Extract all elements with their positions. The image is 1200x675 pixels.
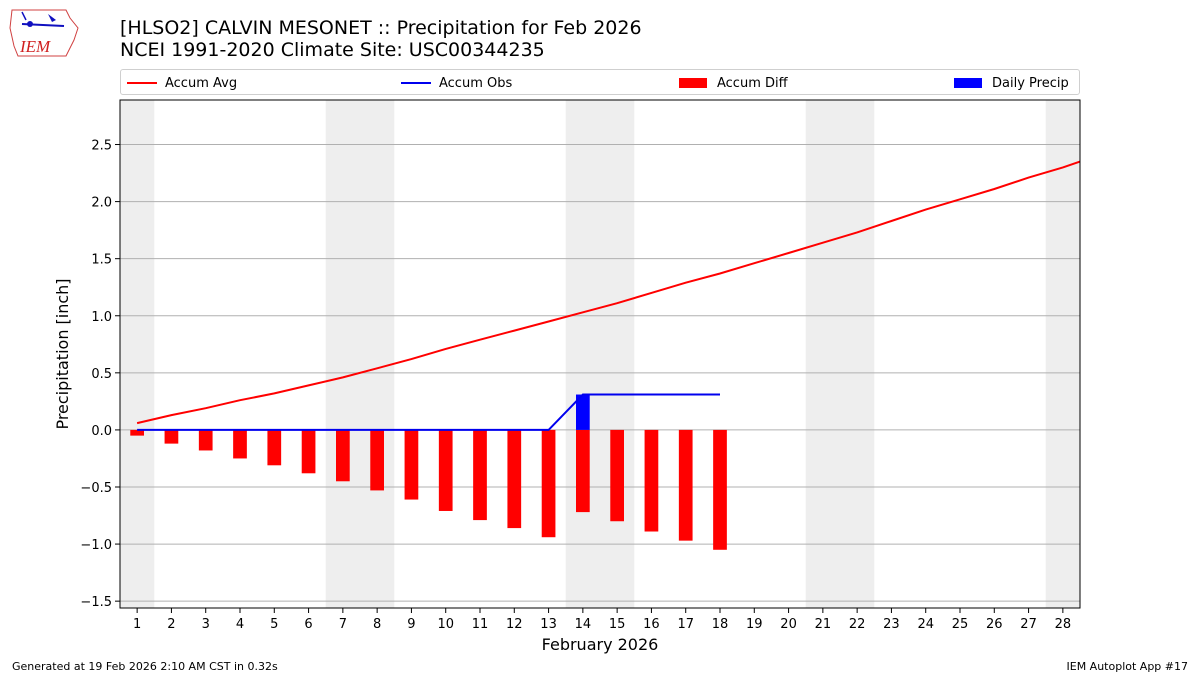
accum-diff-bar xyxy=(164,429,179,444)
weekend-shade xyxy=(120,100,155,608)
accum-diff-bar xyxy=(610,429,624,522)
legend-item-daily-precip: Daily Precip xyxy=(954,74,1069,92)
y-tick-label: 0.5 xyxy=(91,367,112,382)
accum-diff-bar xyxy=(713,429,727,550)
x-tick-label: 2 xyxy=(167,617,175,632)
accum-diff-bar xyxy=(301,429,316,474)
y-tick-label: −1.5 xyxy=(80,595,112,610)
daily-precip-bar xyxy=(576,394,590,430)
x-tick-label: 20 xyxy=(780,617,797,632)
legend-swatch-diff xyxy=(679,78,707,88)
x-tick-label: 11 xyxy=(472,617,489,632)
accum-diff-bar xyxy=(678,429,693,541)
x-tick-label: 5 xyxy=(270,617,278,632)
x-tick-label: 17 xyxy=(677,617,694,632)
accum-diff-bar xyxy=(644,429,659,532)
x-tick-label: 23 xyxy=(883,617,900,632)
accum-diff-bar xyxy=(130,429,144,436)
x-tick-label: 21 xyxy=(815,617,832,632)
y-axis-label: Precipitation [inch] xyxy=(53,278,72,429)
y-tick-label: 0.0 xyxy=(91,424,112,439)
y-tick-label: 2.0 xyxy=(91,196,112,211)
x-tick-label: 12 xyxy=(506,617,523,632)
weekend-shade xyxy=(1045,100,1080,608)
legend-label: Accum Avg xyxy=(165,75,238,91)
x-axis-label: February 2026 xyxy=(542,635,659,654)
weekend-shade xyxy=(805,100,875,608)
accum-diff-bar xyxy=(473,429,487,521)
x-tick-label: 16 xyxy=(643,617,660,632)
accum-diff-bar xyxy=(541,429,556,538)
y-tick-label: −0.5 xyxy=(80,481,112,496)
footer-generated-text: Generated at 19 Feb 2026 2:10 AM CST in … xyxy=(12,660,278,673)
weekend-shading xyxy=(120,100,1080,608)
x-tick-label: 13 xyxy=(540,617,557,632)
y-tick-label: 1.5 xyxy=(91,253,112,268)
x-tick-label: 14 xyxy=(575,617,592,632)
x-tick-label: 24 xyxy=(917,617,934,632)
x-tick-label: 9 xyxy=(407,617,415,632)
legend-label: Daily Precip xyxy=(992,75,1069,91)
accum-diff-bar xyxy=(336,429,350,482)
weekend-shade xyxy=(565,100,635,608)
accum-obs-line xyxy=(137,393,720,431)
accum-diff-bar xyxy=(233,429,247,459)
accum-diff-bar xyxy=(370,429,384,491)
legend: Accum Avg Accum Obs Accum Diff Daily Pre… xyxy=(120,69,1080,95)
iem-logo: IEM xyxy=(9,9,79,57)
x-tick-label: 22 xyxy=(849,617,866,632)
x-tick-label: 25 xyxy=(952,617,969,632)
y-tick-label: −1.0 xyxy=(80,538,112,553)
accum-diff-bar xyxy=(438,429,453,511)
x-tick-label: 8 xyxy=(373,617,381,632)
accum-diff-bar xyxy=(507,429,522,529)
legend-label: Accum Diff xyxy=(717,75,788,91)
accum-diff-bar xyxy=(198,429,213,451)
y-tick-label: 1.0 xyxy=(91,310,112,325)
iowa-state-outline xyxy=(9,9,79,57)
y-axis-ticks: −1.5 −1.0 −0.5 0.0 0.5 1.0 1.5 2.0 2.5 xyxy=(80,139,120,610)
footer-app-text: IEM Autoplot App #17 xyxy=(1066,660,1189,673)
chart-title: [HLSO2] CALVIN MESONET :: Precipitation … xyxy=(120,17,642,61)
legend-item-accum-diff: Accum Diff xyxy=(679,74,788,92)
title-line-2: NCEI 1991-2020 Climate Site: USC00344235 xyxy=(120,39,545,61)
grid-lines xyxy=(120,144,1080,602)
x-tick-label: 10 xyxy=(437,617,454,632)
weekend-shade xyxy=(325,100,395,608)
x-axis-ticks: 1 2 3 4 5 6 7 8 9 10 11 12 13 14 15 16 17 18 19 20 21 22 23 24 2… xyxy=(133,608,1071,632)
x-tick-label: 27 xyxy=(1020,617,1037,632)
x-tick-label: 1 xyxy=(133,617,141,632)
legend-swatch-avg xyxy=(127,82,157,84)
x-tick-label: 15 xyxy=(609,617,626,632)
x-tick-label: 7 xyxy=(339,617,347,632)
plot-frame xyxy=(119,99,1081,609)
legend-swatch-daily xyxy=(954,78,982,88)
x-tick-label: 19 xyxy=(746,617,763,632)
y-tick-label: 2.5 xyxy=(91,139,112,154)
accum-diff-bar xyxy=(267,429,282,466)
accum-diff-bar xyxy=(576,429,590,513)
bars xyxy=(130,394,727,550)
series-lines xyxy=(136,160,1081,431)
accum-avg-line xyxy=(136,160,1081,425)
legend-item-accum-obs: Accum Obs xyxy=(401,74,512,92)
x-tick-label: 26 xyxy=(986,617,1003,632)
x-tick-label: 18 xyxy=(712,617,729,632)
accum-diff-bar xyxy=(404,429,419,500)
legend-label: Accum Obs xyxy=(439,75,513,91)
x-tick-label: 28 xyxy=(1055,617,1072,632)
iem-logo-text: IEM xyxy=(19,37,51,56)
x-tick-label: 3 xyxy=(202,617,210,632)
x-tick-label: 6 xyxy=(304,617,312,632)
legend-item-accum-avg: Accum Avg xyxy=(127,74,237,92)
title-line-1: [HLSO2] CALVIN MESONET :: Precipitation … xyxy=(120,17,642,39)
x-tick-label: 4 xyxy=(236,617,244,632)
legend-swatch-obs xyxy=(401,82,431,84)
